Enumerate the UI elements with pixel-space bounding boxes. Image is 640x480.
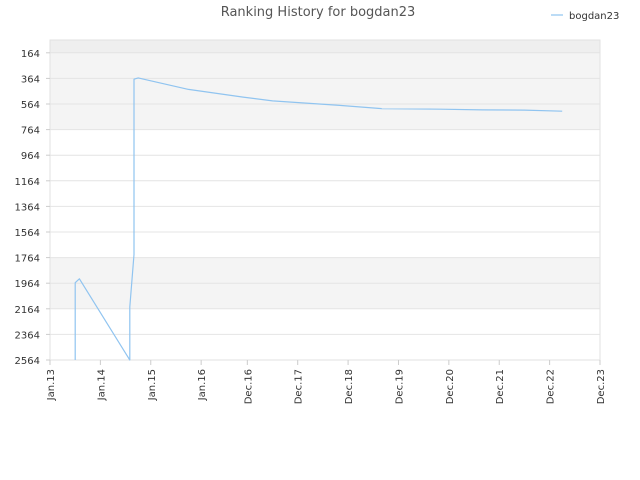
chart-title: Ranking History for bogdan23 <box>221 5 416 20</box>
plot-band <box>50 129 600 156</box>
x-tick-label: Dec.16 <box>243 369 254 404</box>
x-tick-label: Dec.21 <box>495 369 506 404</box>
y-tick-label: 1564 <box>15 228 40 239</box>
plot-band <box>50 78 600 104</box>
legend-label: bogdan23 <box>569 11 619 22</box>
y-tick-label: 1164 <box>15 177 40 188</box>
plot-band <box>50 206 600 232</box>
plot-band <box>50 334 600 360</box>
x-tick-label: Dec.17 <box>294 369 305 404</box>
y-tick-label: 964 <box>21 151 40 162</box>
x-axis-ticks: Jan.13 Jan.14 Jan.15 Jan.16 Dec.16 Dec.17 Dec.… <box>46 360 607 404</box>
x-tick-label: Jan.14 <box>96 369 107 401</box>
series-line <box>74 77 563 361</box>
plot-border <box>49 39 601 361</box>
plot-band <box>50 155 600 181</box>
y-tick-label: 2164 <box>15 305 40 316</box>
y-tick-label: 764 <box>21 126 40 137</box>
plot-band <box>50 283 600 309</box>
x-tick-label: Dec.20 <box>445 369 456 404</box>
plot-band <box>50 257 600 284</box>
plot-band <box>50 104 600 130</box>
plot-band <box>50 232 600 258</box>
y-tick-label: 1364 <box>15 202 40 213</box>
y-tick-label: 1964 <box>15 279 40 290</box>
series-layer <box>74 77 563 361</box>
x-tick-label: Jan.13 <box>46 369 57 401</box>
y-tick-label: 164 <box>21 49 40 60</box>
y-axis-ticks: 164 364 564 764 964 1164 1364 1564 1764 1964 2164 2… <box>15 49 50 367</box>
x-tick-label: Dec.23 <box>596 369 607 404</box>
x-tick-label: Dec.22 <box>546 369 557 404</box>
plot-band <box>50 308 600 335</box>
x-tick-label: Jan.15 <box>147 369 158 401</box>
y-tick-label: 1764 <box>15 254 40 265</box>
legend: bogdan23 <box>551 11 619 22</box>
y-tick-label: 2364 <box>15 330 40 341</box>
x-tick-label: Dec.19 <box>394 369 405 404</box>
plot-band <box>50 52 600 79</box>
x-tick-label: Jan.16 <box>197 369 208 401</box>
y-tick-label: 364 <box>21 74 40 85</box>
x-tick-label: Dec.18 <box>344 369 355 404</box>
plot-bands <box>50 40 600 360</box>
y-tick-label: 2564 <box>15 356 40 367</box>
y-tick-label: 564 <box>21 100 40 111</box>
plot-band <box>50 40 600 53</box>
plot-band <box>50 180 600 207</box>
